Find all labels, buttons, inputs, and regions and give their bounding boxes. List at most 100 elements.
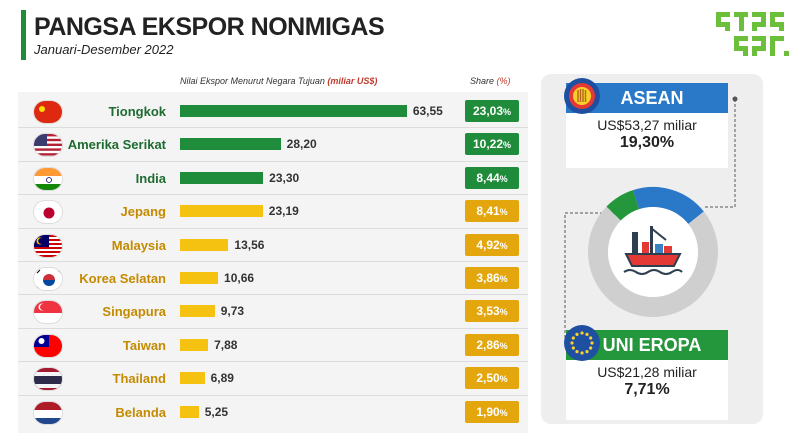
bar-jepang: [180, 205, 263, 218]
value-label-korea-selatan: 10,66: [224, 271, 255, 285]
share-badge-india: 8,44%: [465, 166, 519, 189]
flag-taiwan-icon: [33, 333, 63, 358]
value-label-jepang: 23,19: [268, 204, 299, 219]
flag-singapura-icon: [33, 300, 63, 325]
donut-segment-lainnya: [588, 206, 718, 317]
country-label-taiwan: Taiwan: [122, 337, 166, 353]
flag-jepang-icon: [33, 200, 63, 225]
flag-thailand-icon: [33, 367, 63, 392]
share-badge-malaysia: 4,92%: [465, 233, 519, 256]
brand-logo: [716, 12, 789, 56]
share-percent-sign: %: [499, 274, 508, 284]
title-accent-bar: [21, 10, 26, 60]
eu-star: [575, 350, 579, 354]
value-label-thailand: 6,89: [210, 371, 234, 386]
country-label-singapura: Singapura: [102, 304, 166, 320]
donut-segment-asean: [632, 187, 704, 225]
share-percent-sign: %: [503, 140, 512, 151]
row-divider: [18, 227, 528, 229]
value-label-taiwan: 7,88: [214, 337, 238, 352]
share-value: 10,22: [472, 137, 503, 152]
country-label-jepang: Jepang: [120, 204, 166, 220]
share-value: 4,92: [476, 237, 500, 252]
share-value: 8,44: [476, 170, 500, 185]
bar-thailand: [180, 372, 205, 385]
value-column-header: Nilai Ekspor Menurut Negara Tujuan (mili…: [180, 76, 378, 86]
share-badge-korea-selatan: 3,86%: [465, 267, 519, 289]
asean-value: US$53,27 miliar: [597, 117, 697, 133]
bar-singapura: [180, 305, 215, 318]
eu-star: [571, 336, 575, 340]
bar-india: [180, 171, 264, 184]
asean-share: 19,30%: [619, 134, 675, 151]
share-value: 3,53: [476, 304, 500, 319]
row-divider: [18, 160, 528, 162]
country-label-malaysia: Malaysia: [111, 237, 166, 253]
value-label-tiongkok: 63,55: [412, 104, 443, 118]
eu-star: [580, 351, 584, 355]
share-value: 1,90: [476, 404, 500, 419]
row-divider: [18, 127, 528, 129]
share-badge-amerika-serikat: 10,22%: [465, 133, 519, 156]
share-value: 2,86: [476, 337, 500, 352]
eu-value: US$21,28 miliar: [597, 364, 697, 380]
eu-star: [570, 341, 574, 345]
country-label-tiongkok: Tiongkok: [108, 104, 166, 119]
country-label-thailand: Thailand: [112, 371, 166, 387]
share-badge-tiongkok: 23,03%: [465, 100, 519, 122]
share-value: 8,41: [476, 204, 500, 219]
share-badge-taiwan: 2,86%: [465, 333, 519, 356]
share-value: 2,50: [476, 371, 500, 386]
share-percent-sign: %: [499, 340, 508, 351]
eu-star: [571, 346, 575, 350]
flag-belanda-icon: [33, 400, 63, 425]
share-badge-jepang: 8,41%: [465, 200, 519, 223]
eu-star: [580, 331, 584, 335]
share-percent-sign: %: [499, 173, 508, 184]
flag-amerika-serikat-icon: [33, 133, 63, 158]
share-value: 23,03: [472, 104, 503, 118]
share-percent-sign: %: [499, 374, 508, 385]
eu-title: UNI EROPA: [566, 330, 728, 360]
page-title: PANGSA EKSPOR NONMIGAS: [34, 13, 385, 41]
value-label-singapura: 9,73: [220, 304, 245, 319]
eu-star: [590, 341, 594, 345]
share-percent-sign: %: [499, 207, 508, 218]
value-label-belanda: 5,25: [204, 404, 229, 419]
eu-star: [575, 332, 579, 336]
bar-tiongkok: [180, 105, 407, 117]
share-column-header: Share (%): [470, 76, 511, 86]
country-label-india: India: [135, 170, 166, 186]
row-divider: [18, 394, 528, 396]
row-divider: [18, 261, 528, 262]
bar-malaysia: [180, 238, 229, 251]
row-divider: [18, 327, 528, 329]
share-badge-belanda: 1,90%: [465, 400, 519, 423]
value-label-india: 23,30: [269, 170, 300, 185]
share-value: 3,86: [476, 271, 500, 285]
flag-malaysia-icon: [33, 233, 63, 258]
value-label-amerika-serikat: 28,20: [286, 137, 317, 152]
eu-star: [589, 346, 593, 350]
flag-tiongkok-icon: [33, 100, 63, 124]
eu-star: [585, 332, 589, 336]
share-percent-sign: %: [499, 307, 508, 318]
value-label-malaysia: 13,56: [234, 237, 265, 252]
country-label-korea-selatan: Korea Selatan: [79, 271, 166, 286]
country-label-belanda: Belanda: [115, 404, 166, 420]
share-percent-sign: %: [499, 240, 508, 251]
donut-segment-uni-eropa: [606, 190, 640, 221]
eu-share: 7,71%: [624, 381, 670, 398]
eu-flag-icon: [564, 325, 600, 361]
cargo-ship-icon: [623, 226, 683, 275]
flag-korea-selatan-icon: [33, 267, 63, 291]
row-divider: [18, 361, 528, 363]
share-badge-thailand: 2,50%: [465, 367, 519, 390]
bar-korea-selatan: [180, 272, 219, 284]
eu-star: [589, 336, 593, 340]
share-badge-singapura: 3,53%: [465, 300, 519, 323]
page-subtitle: Januari-Desember 2022: [34, 42, 174, 57]
asean-emblem-icon: [564, 78, 600, 114]
share-percent-sign: %: [503, 107, 512, 117]
row-divider: [18, 294, 528, 296]
